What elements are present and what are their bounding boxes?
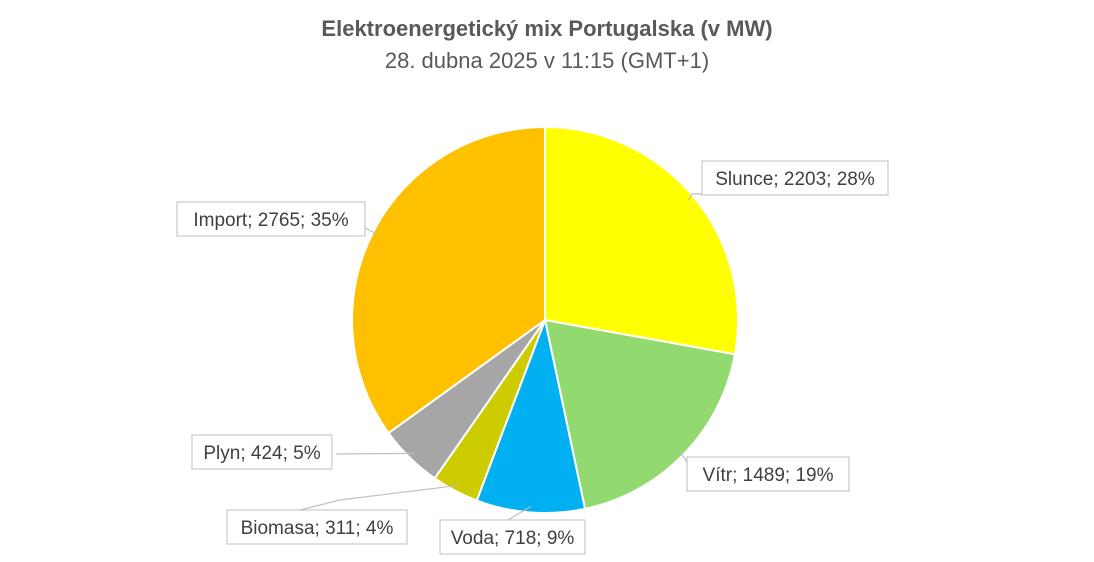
data-label-text: Vítr; 1489; 19% — [703, 465, 834, 486]
data-label-text: Plyn; 424; 5% — [203, 443, 320, 464]
data-label-vítr: Vítr; 1489; 19% — [686, 456, 850, 492]
leader-line-plyn — [335, 452, 414, 455]
leader-lines — [299, 193, 702, 521]
data-label-box — [226, 509, 408, 545]
data-label-box — [439, 519, 586, 555]
data-label-plyn: Plyn; 424; 5% — [191, 434, 333, 470]
chart-subtitle: 28. dubna 2025 v 11:15 (GMT+1) — [385, 48, 709, 73]
data-label-box — [686, 456, 850, 492]
leader-line-voda — [507, 505, 532, 521]
pie-slice-voda — [475, 316, 587, 514]
data-labels: Slunce; 2203; 28% Vítr; 1489; 19% Voda; 71… — [176, 160, 889, 555]
pie-slices — [351, 125, 739, 514]
data-label-box — [701, 160, 889, 196]
data-label-slunce: Slunce; 2203; 28% — [701, 160, 889, 196]
data-label-text: Biomasa; 311; 4% — [241, 518, 394, 539]
data-label-voda: Voda; 718; 9% — [439, 519, 586, 555]
pie-slice-vítr — [543, 318, 737, 510]
data-label-box — [176, 201, 366, 237]
data-label-text: Voda; 718; 9% — [451, 528, 575, 549]
pie-slice-slunce — [544, 125, 739, 356]
data-label-text: Import; 2765; 35% — [193, 210, 348, 231]
data-label-box — [191, 434, 333, 470]
data-label-import: Import; 2765; 35% — [176, 201, 366, 237]
leader-line-slunce — [688, 193, 702, 201]
leader-line-biomasa — [299, 484, 458, 511]
data-label-biomasa: Biomasa; 311; 4% — [226, 509, 408, 545]
data-label-text: Slunce; 2203; 28% — [715, 169, 875, 190]
leader-line-import — [364, 227, 379, 236]
chart-title: Elektroenergetický mix Portugalska (v MW… — [321, 16, 772, 41]
leader-line-vítr — [678, 449, 688, 463]
